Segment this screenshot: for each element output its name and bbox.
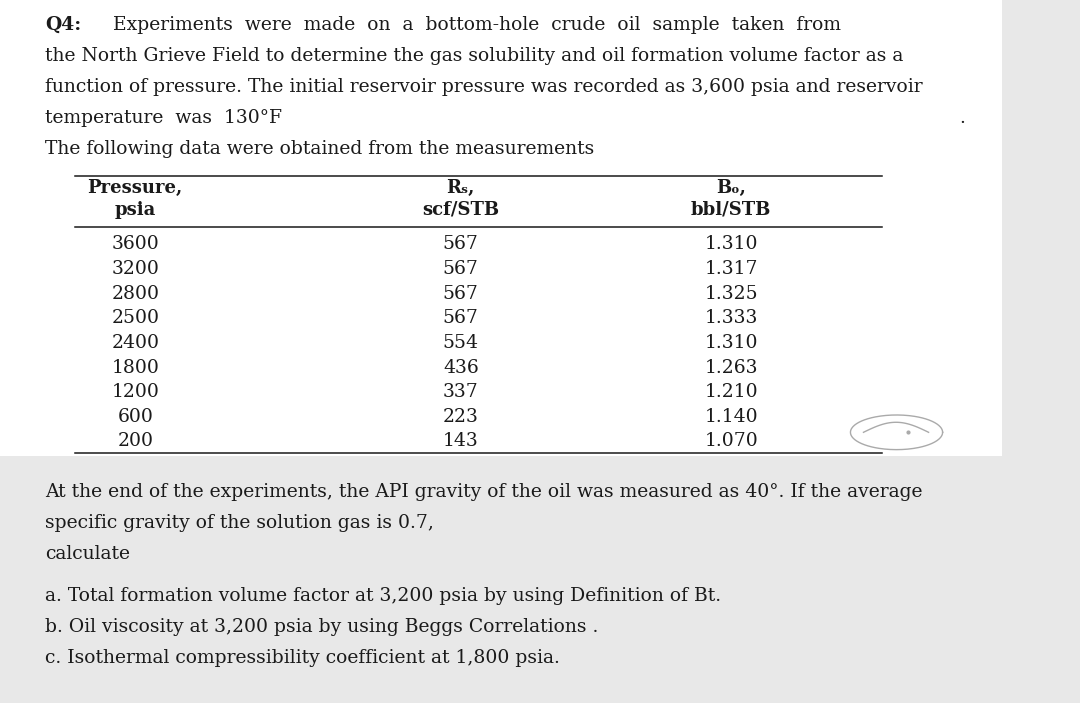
Text: 436: 436 [443,359,478,377]
Text: 1.263: 1.263 [704,359,758,377]
Text: 143: 143 [443,432,478,451]
Text: temperature  was  130°F: temperature was 130°F [45,109,282,127]
Text: .: . [960,109,966,127]
Text: 1.310: 1.310 [704,236,758,253]
Text: bbl/STB: bbl/STB [691,201,771,219]
Text: Pressure,: Pressure, [87,179,183,198]
Text: a. Total formation volume factor at 3,200 psia by using Definition of Bt.: a. Total formation volume factor at 3,20… [45,587,721,605]
Text: scf/STB: scf/STB [422,201,499,219]
Text: specific gravity of the solution gas is 0.7,: specific gravity of the solution gas is … [45,514,434,532]
Text: 1.317: 1.317 [704,260,758,278]
Text: 3200: 3200 [111,260,159,278]
Text: Bₒ,: Bₒ, [716,179,746,198]
Text: 1.140: 1.140 [704,408,758,426]
Text: 1.070: 1.070 [704,432,758,451]
Text: 200: 200 [118,432,153,451]
Text: 1200: 1200 [111,383,159,401]
Text: function of pressure. The initial reservoir pressure was recorded as 3,600 psia : function of pressure. The initial reserv… [45,78,922,96]
Text: At the end of the experiments, the API gravity of the oil was measured as 40°. I: At the end of the experiments, the API g… [45,483,922,501]
FancyBboxPatch shape [0,0,1002,456]
Text: 1.310: 1.310 [704,334,758,352]
Text: 1800: 1800 [111,359,159,377]
Text: 567: 567 [443,285,478,303]
Text: 2500: 2500 [111,309,159,328]
Text: 223: 223 [443,408,478,426]
Text: psia: psia [114,201,156,219]
Text: 554: 554 [443,334,478,352]
Text: 2400: 2400 [111,334,159,352]
Text: 1.333: 1.333 [704,309,758,328]
Text: 1.210: 1.210 [704,383,758,401]
Text: 2800: 2800 [111,285,159,303]
Text: Q4:: Q4: [45,16,81,34]
Text: the North Grieve Field to determine the gas solubility and oil formation volume : the North Grieve Field to determine the … [45,47,904,65]
Text: 567: 567 [443,236,478,253]
Text: 1.325: 1.325 [704,285,758,303]
Text: b. Oil viscosity at 3,200 psia by using Beggs Correlations .: b. Oil viscosity at 3,200 psia by using … [45,618,598,636]
Text: The following data were obtained from the measurements: The following data were obtained from th… [45,140,594,158]
Text: 567: 567 [443,309,478,328]
Text: Experiments  were  made  on  a  bottom-hole  crude  oil  sample  taken  from: Experiments were made on a bottom-hole c… [113,16,841,34]
Text: 567: 567 [443,260,478,278]
Text: Rₛ,: Rₛ, [447,179,475,198]
Text: calculate: calculate [45,545,130,563]
Text: 337: 337 [443,383,478,401]
Text: c. Isothermal compressibility coefficient at 1,800 psia.: c. Isothermal compressibility coefficien… [45,649,559,667]
Text: 600: 600 [118,408,153,426]
Text: 3600: 3600 [111,236,159,253]
